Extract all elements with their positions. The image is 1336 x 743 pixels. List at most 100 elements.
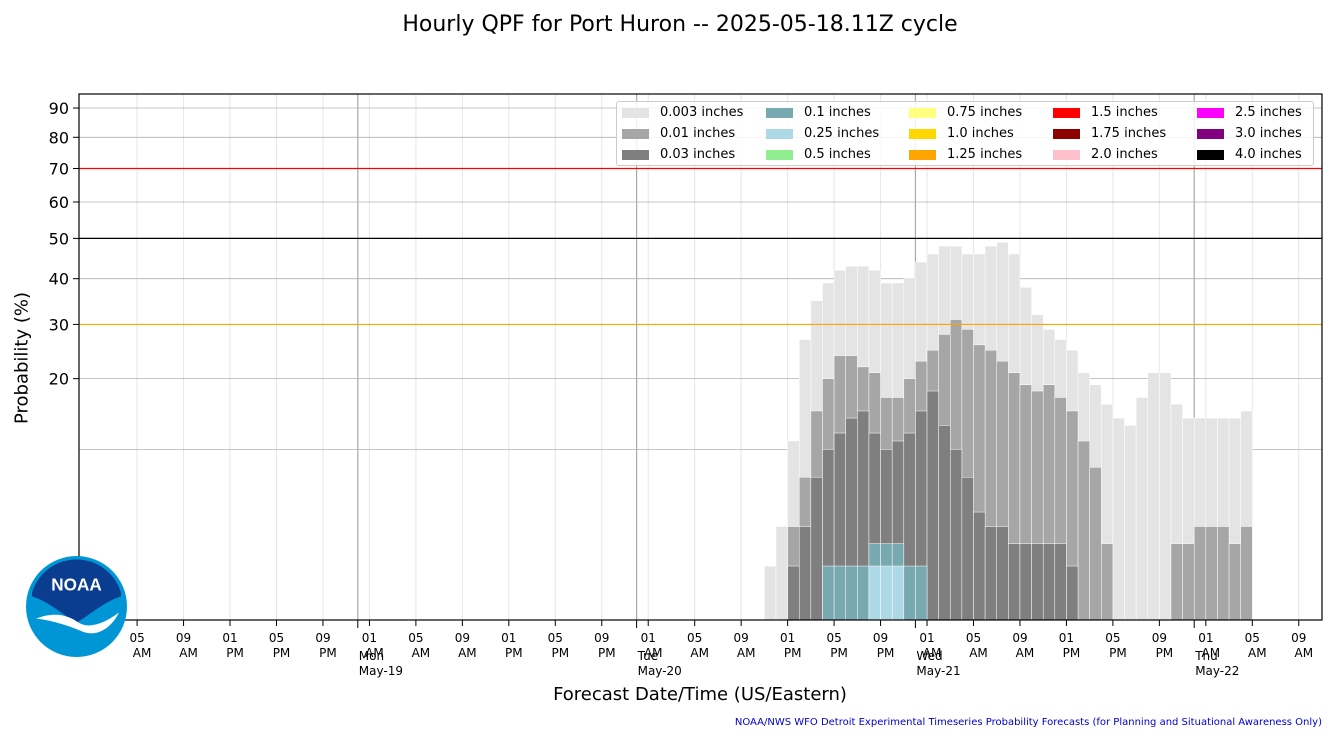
bar-0-01-inches bbox=[1182, 543, 1195, 621]
y-tick-label: 40 bbox=[49, 270, 69, 289]
bar-0-003-inches bbox=[1159, 372, 1172, 621]
bar-0-01-inches bbox=[1217, 526, 1230, 621]
y-tick-label: 90 bbox=[49, 99, 69, 118]
chart-title: Hourly QPF for Port Huron -- 2025-05-18.… bbox=[402, 12, 958, 37]
y-tick-label: 30 bbox=[49, 315, 69, 334]
bar-0-1-inches bbox=[822, 565, 835, 621]
legend-swatch bbox=[622, 107, 649, 118]
legend-item: 0.03 inches bbox=[622, 147, 735, 162]
day-label: Thu bbox=[1194, 649, 1218, 663]
bar-0-1-inches bbox=[857, 565, 870, 621]
x-tick-label-ampm: PM bbox=[877, 646, 895, 660]
x-tick-label-time: 01 bbox=[222, 631, 237, 645]
x-tick-label-time: 09 bbox=[734, 631, 749, 645]
x-tick-label-time: 05 bbox=[548, 631, 563, 645]
legend-item: 4.0 inches bbox=[1197, 147, 1302, 162]
legend-swatch bbox=[766, 107, 793, 118]
x-tick-label-ampm: PM bbox=[784, 646, 802, 660]
x-tick-label-ampm: AM bbox=[1202, 646, 1221, 660]
x-tick-label-ampm: PM bbox=[1063, 646, 1081, 660]
date-label: May-21 bbox=[916, 664, 960, 678]
x-tick-label-time: 05 bbox=[129, 631, 144, 645]
x-tick-label-ampm: PM bbox=[598, 646, 616, 660]
bar-0-003-inches bbox=[764, 565, 777, 621]
y-tick-label: 70 bbox=[49, 159, 69, 178]
bar-0-03-inches bbox=[1008, 543, 1021, 621]
bar-0-01-inches bbox=[1240, 526, 1253, 621]
x-tick-label-ampm: PM bbox=[319, 646, 337, 660]
bar-0-03-inches bbox=[1066, 565, 1079, 621]
legend-swatch bbox=[766, 149, 793, 160]
x-tick-label-time: 09 bbox=[315, 631, 330, 645]
date-label: May-20 bbox=[638, 664, 682, 678]
legend-label: 2.5 inches bbox=[1235, 105, 1302, 120]
x-tick-label-ampm: AM bbox=[179, 646, 198, 660]
legend-label: 1.75 inches bbox=[1091, 126, 1167, 141]
bar-0-03-inches bbox=[1031, 543, 1044, 621]
bar-0-03-inches bbox=[1042, 543, 1056, 621]
bar-0-03-inches bbox=[950, 449, 963, 621]
day-label: Wed bbox=[916, 649, 942, 663]
x-tick-label-time: 05 bbox=[826, 631, 841, 645]
x-tick-label-ampm: AM bbox=[365, 646, 384, 660]
legend-item: 0.5 inches bbox=[766, 147, 871, 162]
legend-label: 0.003 inches bbox=[660, 105, 744, 120]
legend-label: 2.0 inches bbox=[1091, 147, 1158, 162]
x-tick-label-ampm: PM bbox=[1156, 646, 1174, 660]
x-tick-label-ampm: PM bbox=[226, 646, 244, 660]
legend-swatch bbox=[1053, 107, 1080, 118]
x-tick-label-time: 01 bbox=[1198, 631, 1213, 645]
legend-label: 0.01 inches bbox=[660, 126, 736, 141]
legend-item: 0.75 inches bbox=[909, 105, 1022, 120]
threshold-lines bbox=[79, 167, 1322, 326]
legend-label: 1.0 inches bbox=[947, 126, 1014, 141]
legend-label: 4.0 inches bbox=[1235, 147, 1302, 162]
legend-swatch bbox=[1197, 128, 1224, 139]
bar-0-03-inches bbox=[938, 425, 951, 621]
bar-0-01-inches bbox=[1101, 543, 1114, 621]
bar-0-25-inches bbox=[868, 565, 881, 621]
bar-0-1-inches bbox=[903, 565, 916, 621]
legend-item: 1.75 inches bbox=[1053, 126, 1166, 141]
bar-0-03-inches bbox=[973, 511, 986, 621]
legend-label: 0.03 inches bbox=[660, 147, 736, 162]
x-tick-label-ampm: AM bbox=[923, 646, 942, 660]
y-tick-label: 50 bbox=[49, 229, 69, 248]
legend-swatch bbox=[909, 107, 936, 118]
bar-0-003-inches bbox=[1135, 397, 1148, 621]
legend-item: 2.5 inches bbox=[1197, 105, 1302, 120]
x-tick-label-time: 01 bbox=[501, 631, 516, 645]
y-tick-label: 20 bbox=[49, 370, 69, 389]
x-tick-label-time: 01 bbox=[1059, 631, 1074, 645]
x-tick-label-ampm: AM bbox=[644, 646, 663, 660]
legend-label: 0.5 inches bbox=[804, 147, 871, 162]
x-tick-label-time: 09 bbox=[176, 631, 191, 645]
bar-0-03-inches bbox=[1054, 543, 1067, 621]
x-tick-label-ampm: PM bbox=[551, 646, 569, 660]
x-tick-label-ampm: AM bbox=[1294, 646, 1313, 660]
bar-0-003-inches bbox=[1112, 417, 1125, 621]
x-axis-label: Forecast Date/Time (US/Eastern) bbox=[553, 684, 847, 705]
legend-item: 1.0 inches bbox=[909, 126, 1014, 141]
legend-swatch bbox=[1197, 107, 1224, 118]
bar-0-01-inches bbox=[1089, 467, 1102, 621]
svg-text:NOAA: NOAA bbox=[51, 574, 102, 594]
y-tick-label: 80 bbox=[49, 128, 69, 147]
bar-0-03-inches bbox=[926, 390, 939, 621]
legend-item: 0.25 inches bbox=[766, 126, 879, 141]
bar-0-03-inches bbox=[787, 565, 800, 621]
bar-0-03-inches bbox=[798, 526, 812, 621]
y-axis-label: Probability (%) bbox=[11, 291, 33, 425]
x-tick-label-time: 01 bbox=[641, 631, 656, 645]
date-label: May-22 bbox=[1195, 664, 1239, 678]
x-tick-label-time: 01 bbox=[780, 631, 795, 645]
x-tick-label-time: 09 bbox=[873, 631, 888, 645]
x-tick-label-time: 05 bbox=[408, 631, 423, 645]
legend-swatch bbox=[909, 149, 936, 160]
date-label: May-19 bbox=[359, 664, 403, 678]
legend-item: 1.5 inches bbox=[1053, 105, 1158, 120]
x-tick-label-ampm: PM bbox=[505, 646, 523, 660]
bar-0-25-inches bbox=[891, 565, 905, 621]
x-tick-label-ampm: AM bbox=[458, 646, 477, 660]
bars-layer bbox=[764, 241, 1253, 621]
